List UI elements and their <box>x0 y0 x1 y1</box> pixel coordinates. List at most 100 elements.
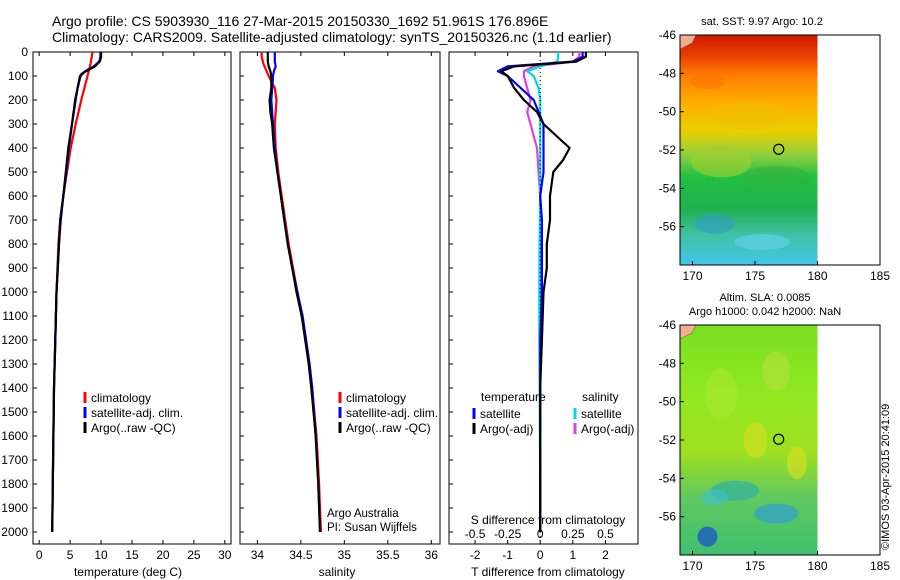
y-tick-label: 1200 <box>1 333 28 347</box>
x-tick-label: 2 <box>602 548 609 562</box>
map-feature <box>743 422 768 458</box>
y-tick-label: 100 <box>8 69 28 83</box>
map-feature <box>762 351 791 391</box>
legend-label: Argo(-adj) <box>480 422 533 436</box>
temperature-xlabel: temperature (deg C) <box>74 565 182 579</box>
x-tick-label: 35.5 <box>376 548 400 562</box>
salinity-xlabel: salinity <box>319 565 356 579</box>
y-tick-label: -46 <box>659 318 677 332</box>
map-feature <box>691 145 752 178</box>
y-tick-label: -54 <box>659 471 677 485</box>
legend-label: climatology <box>91 391 151 405</box>
top-x-tick-label: -0.25 <box>494 527 522 541</box>
y-tick-label: 300 <box>8 117 28 131</box>
chart-title-line2: Climatology: CARS2009. Satellite-adjuste… <box>52 29 612 45</box>
x-tick-label: 0 <box>36 548 43 562</box>
top-x-tick-label: -0.5 <box>465 527 486 541</box>
legend-label: Argo(-adj) <box>581 422 634 436</box>
y-tick-label: -50 <box>659 105 677 119</box>
y-tick-label: 200 <box>8 93 28 107</box>
x-tick-label: 36 <box>425 548 439 562</box>
legend-label: Argo(..raw -QC) <box>346 421 431 435</box>
x-tick-label: 10 <box>94 548 108 562</box>
y-tick-label: -52 <box>659 433 677 447</box>
map-feature <box>786 447 807 479</box>
y-tick-label: 900 <box>8 261 28 275</box>
y-tick-label: 600 <box>8 189 28 203</box>
y-tick-label: 1400 <box>1 381 28 395</box>
x-tick-label: -2 <box>470 548 481 562</box>
y-tick-label: 1500 <box>1 405 28 419</box>
y-tick-label: -56 <box>659 510 677 524</box>
salinity-annotation-1: Argo Australia <box>327 508 399 520</box>
map-feature <box>700 489 729 506</box>
x-tick-label: 5 <box>67 548 74 562</box>
map-feature <box>754 503 799 524</box>
map-feature <box>694 213 735 234</box>
map-feature <box>689 73 726 89</box>
x-tick-label: 34.5 <box>289 548 313 562</box>
x-tick-label: 170 <box>682 559 702 573</box>
y-tick-label: 1600 <box>1 429 28 443</box>
x-tick-label: 20 <box>156 548 170 562</box>
legend-heading: salinity <box>582 390 619 404</box>
x-tick-label: 185 <box>870 559 890 573</box>
x-tick-label: 185 <box>870 269 890 283</box>
sla-map-title-2: Argo h1000: 0.042 h2000: NaN <box>689 306 841 318</box>
imos-watermark: ©IMOS 03-Apr-2015 20:41:09 <box>880 404 892 550</box>
x-tick-label: 175 <box>745 269 765 283</box>
y-tick-label: -56 <box>659 220 677 234</box>
x-tick-label: 30 <box>218 548 232 562</box>
y-tick-label: 1100 <box>2 309 28 323</box>
x-tick-label: 175 <box>745 559 765 573</box>
difference-panel: -2 -1 0 1 2 -0.5 -0.25 0 0.25 0.5 temperature satel… <box>448 51 639 562</box>
series-line-argo <box>500 52 588 532</box>
y-tick-label: 400 <box>8 141 28 155</box>
legend-label: climatology <box>346 391 406 405</box>
legend-heading: temperature <box>481 390 546 404</box>
y-tick-label: -52 <box>659 143 677 157</box>
y-tick-label: 800 <box>8 237 28 251</box>
y-tick-label: -50 <box>659 395 677 409</box>
plot-frame <box>239 51 441 545</box>
x-tick-label: 15 <box>125 548 139 562</box>
y-tick-label: 1900 <box>1 501 28 515</box>
float-marker <box>773 433 785 445</box>
y-tick-label: 1000 <box>1 285 28 299</box>
difference-xlabel: T difference from climatology <box>471 565 625 579</box>
legend-label: satellite-adj. clim. <box>91 406 183 420</box>
y-tick-label: -48 <box>659 66 677 80</box>
map-feature <box>742 165 811 190</box>
sla-map-panel: 170 175 180 185 -46 -48 -50 -52 -54 -56 <box>659 318 891 573</box>
difference-xlabel-top: S difference from climatology <box>471 513 626 527</box>
y-tick-label: 1700 <box>1 453 28 467</box>
float-marker <box>773 143 785 155</box>
x-tick-label: 170 <box>682 269 702 283</box>
salinity-annotation-2: PI: Susan Wijffels <box>327 522 417 534</box>
x-tick-label: 1 <box>569 548 576 562</box>
x-tick-label: -1 <box>502 548 513 562</box>
y-tick-label: 500 <box>8 165 28 179</box>
map-feature <box>734 234 791 250</box>
map-feature <box>697 526 718 547</box>
x-tick-label: 25 <box>187 548 201 562</box>
y-tick-label: -54 <box>659 181 677 195</box>
x-tick-label: 180 <box>807 269 827 283</box>
x-tick-label: 35 <box>338 548 352 562</box>
legend-label: Argo(..raw -QC) <box>91 421 176 435</box>
top-x-tick-label: 0 <box>537 527 544 541</box>
y-tick-label: 1800 <box>1 477 28 491</box>
salinity-panel: 34 34.5 35 35.5 36 climatologysatellite-adj. … <box>239 51 441 562</box>
series-line-argo <box>266 52 322 533</box>
plot-frame <box>32 51 232 545</box>
legend-label: satellite <box>581 407 622 421</box>
sst-map-title: sat. SST: 9.97 Argo: 10.2 <box>701 16 823 28</box>
temperature-panel: 0 5 10 15 20 25 300100200300400500600700800900… <box>1 45 232 562</box>
y-tick-label: -46 <box>659 28 677 42</box>
series-line-argo <box>51 52 103 533</box>
y-tick-label: 0 <box>21 45 28 59</box>
legend-label: satellite <box>480 407 521 421</box>
y-tick-label: 700 <box>8 213 28 227</box>
x-tick-label: 180 <box>807 559 827 573</box>
